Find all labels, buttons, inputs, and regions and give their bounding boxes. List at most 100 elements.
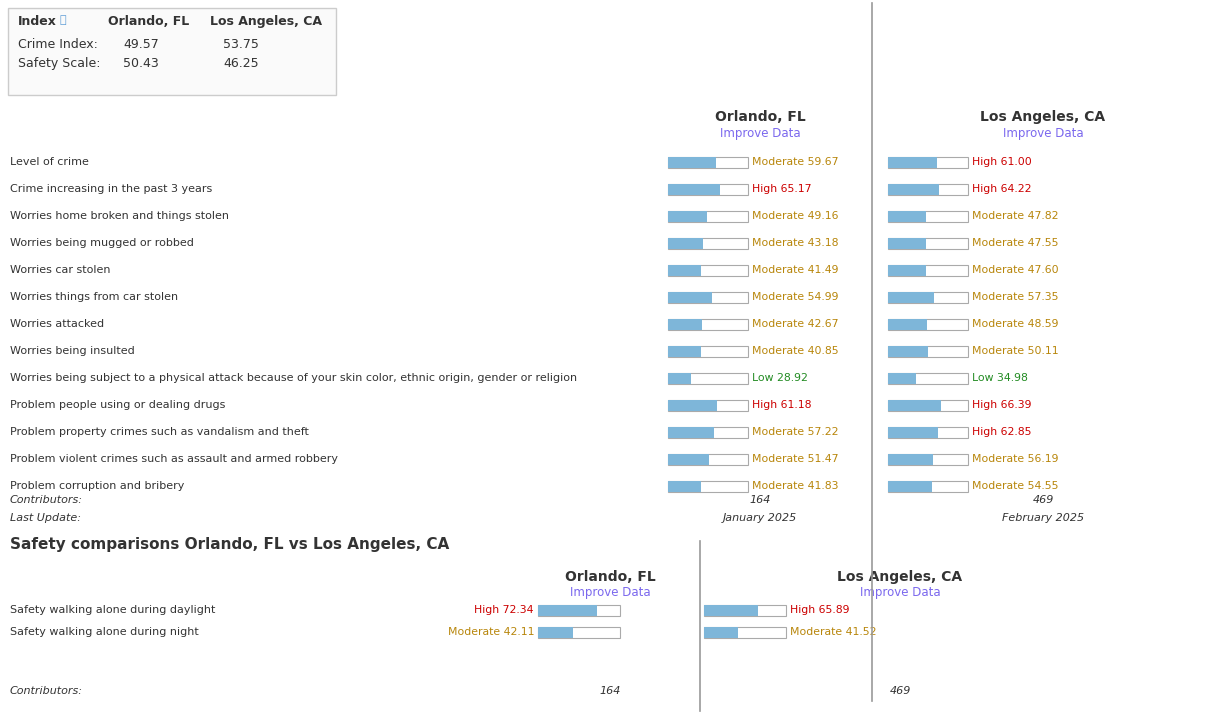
Text: 50.43: 50.43 <box>123 57 158 70</box>
Bar <box>888 265 927 275</box>
Bar <box>668 345 701 356</box>
Bar <box>888 265 968 275</box>
Bar <box>704 627 786 637</box>
Bar <box>538 627 620 637</box>
Text: Worries being subject to a physical attack because of your skin color, ethnic or: Worries being subject to a physical atta… <box>10 373 577 383</box>
Text: Improve Data: Improve Data <box>860 586 940 599</box>
Bar <box>888 237 968 249</box>
Text: Contributors:: Contributors: <box>10 686 83 696</box>
Text: High 64.22: High 64.22 <box>972 184 1032 194</box>
Text: Worries car stolen: Worries car stolen <box>10 265 110 275</box>
Bar <box>888 427 968 438</box>
Text: Moderate 40.85: Moderate 40.85 <box>753 346 838 356</box>
Bar <box>668 399 716 410</box>
Text: Index: Index <box>18 15 57 28</box>
Text: Improve Data: Improve Data <box>1003 127 1084 140</box>
Text: Moderate 59.67: Moderate 59.67 <box>753 157 838 167</box>
Text: High 66.39: High 66.39 <box>972 400 1032 410</box>
Bar <box>668 211 748 221</box>
Bar <box>668 480 748 492</box>
Bar <box>668 373 691 384</box>
Bar <box>888 291 968 303</box>
Bar <box>668 480 702 492</box>
Text: Worries being insulted: Worries being insulted <box>10 346 135 356</box>
Text: Moderate 47.60: Moderate 47.60 <box>972 265 1058 275</box>
Bar <box>668 291 748 303</box>
Bar <box>704 604 786 616</box>
Bar <box>538 627 573 637</box>
Text: Problem corruption and bribery: Problem corruption and bribery <box>10 481 185 491</box>
Text: 164: 164 <box>749 495 771 505</box>
Bar <box>668 237 703 249</box>
Text: High 61.00: High 61.00 <box>972 157 1032 167</box>
Bar <box>668 211 708 221</box>
Bar <box>704 604 759 616</box>
Text: Low 28.92: Low 28.92 <box>753 373 808 383</box>
Text: Safety comparisons Orlando, FL vs Los Angeles, CA: Safety comparisons Orlando, FL vs Los An… <box>10 537 449 552</box>
Text: Moderate 54.55: Moderate 54.55 <box>972 481 1058 491</box>
Text: High 65.89: High 65.89 <box>790 605 849 615</box>
Bar <box>704 627 738 637</box>
Text: High 61.18: High 61.18 <box>753 400 812 410</box>
Text: Moderate 41.83: Moderate 41.83 <box>753 481 838 491</box>
Text: Moderate 41.52: Moderate 41.52 <box>790 627 877 637</box>
Text: Worries home broken and things stolen: Worries home broken and things stolen <box>10 211 230 221</box>
Text: Problem property crimes such as vandalism and theft: Problem property crimes such as vandalis… <box>10 427 309 437</box>
Text: Moderate 54.99: Moderate 54.99 <box>753 292 838 302</box>
Text: Problem violent crimes such as assault and armed robbery: Problem violent crimes such as assault a… <box>10 454 338 464</box>
Bar <box>668 454 748 464</box>
Bar <box>888 184 940 195</box>
Bar <box>888 237 927 249</box>
Text: High 62.85: High 62.85 <box>972 427 1032 437</box>
Text: Moderate 42.11: Moderate 42.11 <box>447 627 534 637</box>
Text: Crime Index:: Crime Index: <box>18 38 98 51</box>
Text: 46.25: 46.25 <box>223 57 259 70</box>
Text: Worries attacked: Worries attacked <box>10 319 104 329</box>
Text: Los Angeles, CA: Los Angeles, CA <box>210 15 323 28</box>
Bar <box>888 345 968 356</box>
Bar <box>668 156 715 167</box>
Text: 469: 469 <box>889 686 911 696</box>
Bar <box>668 265 748 275</box>
Bar <box>888 319 927 329</box>
Bar <box>668 319 702 329</box>
Text: January 2025: January 2025 <box>722 513 797 523</box>
Bar <box>668 156 748 167</box>
Text: Low 34.98: Low 34.98 <box>972 373 1028 383</box>
Bar <box>538 604 597 616</box>
Text: Problem people using or dealing drugs: Problem people using or dealing drugs <box>10 400 226 410</box>
FancyBboxPatch shape <box>8 8 336 95</box>
Text: Improve Data: Improve Data <box>720 127 801 140</box>
Text: Moderate 57.35: Moderate 57.35 <box>972 292 1058 302</box>
Text: Moderate 56.19: Moderate 56.19 <box>972 454 1058 464</box>
Bar <box>668 399 748 410</box>
Bar <box>888 480 968 492</box>
Bar <box>888 454 968 464</box>
Text: February 2025: February 2025 <box>1001 513 1084 523</box>
Text: Moderate 42.67: Moderate 42.67 <box>753 319 838 329</box>
Text: Improve Data: Improve Data <box>570 586 650 599</box>
Bar <box>668 427 714 438</box>
Bar <box>888 184 968 195</box>
Bar <box>888 399 968 410</box>
Bar <box>888 373 916 384</box>
Bar <box>888 427 939 438</box>
Text: 469: 469 <box>1033 495 1053 505</box>
Bar <box>888 291 934 303</box>
Bar <box>668 265 701 275</box>
Text: Safety walking alone during night: Safety walking alone during night <box>10 627 199 637</box>
Text: Los Angeles, CA: Los Angeles, CA <box>981 110 1105 124</box>
Text: Level of crime: Level of crime <box>10 157 89 167</box>
Text: Moderate 57.22: Moderate 57.22 <box>753 427 838 437</box>
Bar <box>888 454 933 464</box>
Text: Safety Scale:: Safety Scale: <box>18 57 100 70</box>
Text: Moderate 47.55: Moderate 47.55 <box>972 238 1058 248</box>
Bar <box>668 291 712 303</box>
Bar <box>668 184 720 195</box>
Bar <box>668 454 709 464</box>
Bar <box>668 184 748 195</box>
Text: Orlando, FL: Orlando, FL <box>715 110 806 124</box>
Text: Moderate 50.11: Moderate 50.11 <box>972 346 1058 356</box>
Text: Worries things from car stolen: Worries things from car stolen <box>10 292 178 302</box>
Bar <box>668 319 748 329</box>
